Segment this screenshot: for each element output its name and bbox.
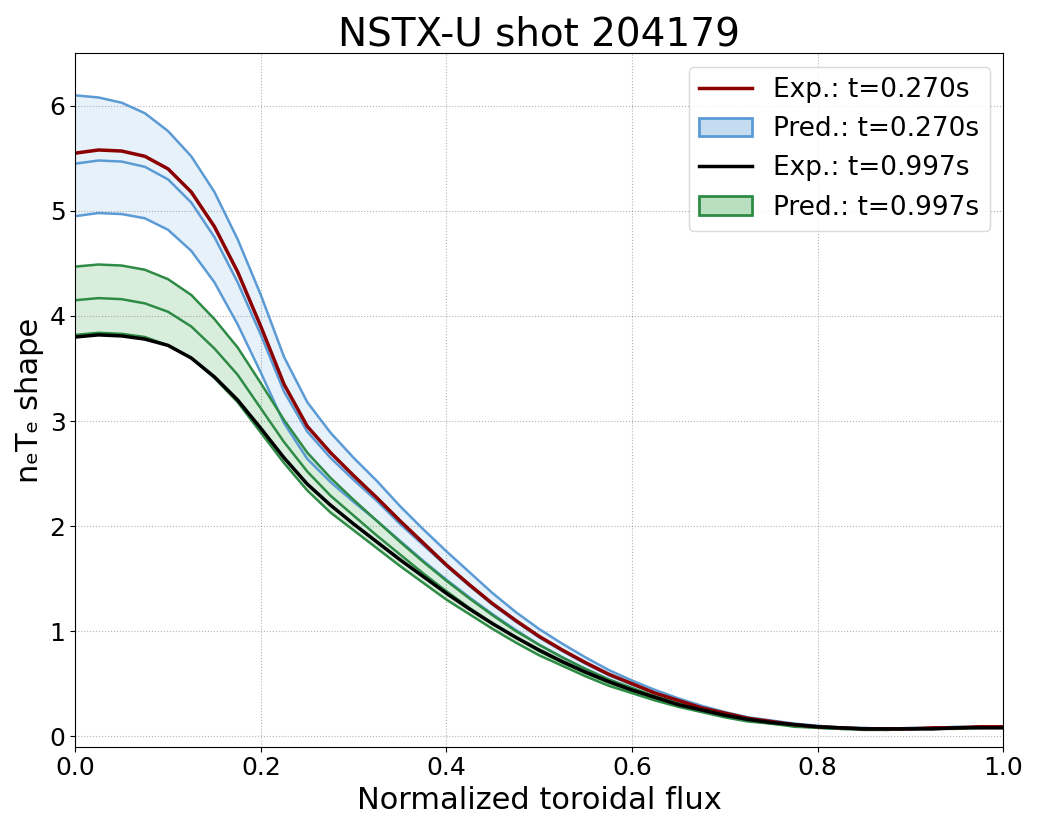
Y-axis label: nₑTₑ shape: nₑTₑ shape (15, 317, 44, 483)
X-axis label: Normalized toroidal flux: Normalized toroidal flux (357, 786, 721, 815)
Legend: Exp.: t=0.270s, Pred.: t=0.270s, Exp.: t=0.997s, Pred.: t=0.997s: Exp.: t=0.270s, Pred.: t=0.270s, Exp.: t… (689, 66, 990, 232)
Title: NSTX-U shot 204179: NSTX-U shot 204179 (338, 15, 740, 53)
